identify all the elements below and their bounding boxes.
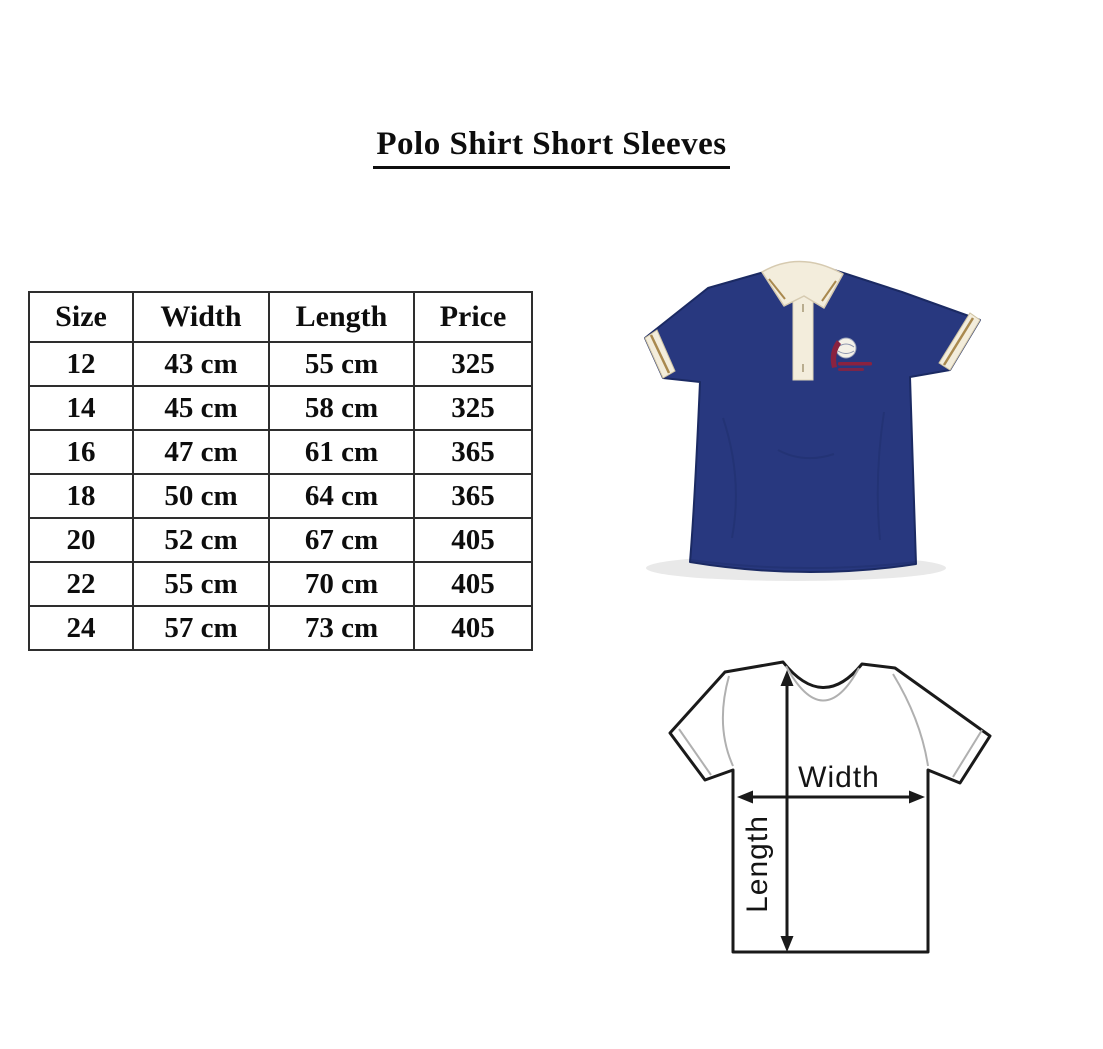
logo-globe	[835, 337, 857, 359]
size-cell: 405	[413, 605, 533, 651]
size-cell: 16	[28, 429, 134, 475]
left-cuff-seam	[678, 728, 712, 776]
size-cell: 405	[413, 561, 533, 607]
size-cell: 22	[28, 561, 134, 607]
right-armhole-seam	[892, 673, 929, 767]
size-row: 24 57 cm 73 cm 405	[28, 605, 533, 651]
size-row: 16 47 cm 61 cm 365	[28, 429, 533, 475]
size-cell: 12	[28, 341, 134, 387]
size-cell: 24	[28, 605, 134, 651]
polo-shirt-photo	[644, 260, 981, 581]
width-label: Width	[798, 761, 880, 794]
size-row: 22 55 cm 70 cm 405	[28, 561, 533, 607]
size-row: 12 43 cm 55 cm 325	[28, 341, 533, 387]
page-title: Polo Shirt Short Sleeves	[373, 126, 730, 169]
size-cell: 47 cm	[132, 429, 270, 475]
size-cell: 55 cm	[132, 561, 270, 607]
polo-shirt-graphic	[644, 260, 981, 574]
size-cell: 325	[413, 385, 533, 431]
size-cell: 57 cm	[132, 605, 270, 651]
logo-figure	[830, 340, 841, 368]
size-cell: 365	[413, 429, 533, 475]
size-row: 14 45 cm 58 cm 325	[28, 385, 533, 431]
left-cuff-stripe	[649, 334, 671, 374]
collar-trim-left	[768, 278, 786, 300]
column-header-size: Size	[28, 291, 134, 343]
right-cuff-stripe	[942, 317, 975, 366]
left-armhole-seam	[721, 675, 734, 767]
size-cell: 61 cm	[268, 429, 415, 475]
column-header-price: Price	[413, 291, 533, 343]
size-row: 18 50 cm 64 cm 365	[28, 473, 533, 519]
tshirt-outline	[668, 660, 992, 954]
size-cell: 20	[28, 517, 134, 563]
size-cell: 365	[413, 473, 533, 519]
column-header-length: Length	[268, 291, 415, 343]
length-label: Length	[741, 815, 774, 913]
right-cuff-seam	[952, 729, 983, 778]
size-cell: 45 cm	[132, 385, 270, 431]
length-arrow	[780, 670, 794, 952]
shirt-body	[644, 263, 981, 574]
width-arrow	[737, 790, 925, 804]
size-cell: 67 cm	[268, 517, 415, 563]
size-chart-body: 12 43 cm 55 cm 325 14 45 cm 58 cm 325 16 47 cm 61 …	[28, 341, 533, 651]
size-cell: 14	[28, 385, 134, 431]
logo-text-line-2	[838, 368, 864, 371]
size-cell: 18	[28, 473, 134, 519]
tshirt-seams	[678, 665, 983, 778]
fabric-wrinkles	[689, 411, 917, 570]
size-cell: 58 cm	[268, 385, 415, 431]
size-cell: 55 cm	[268, 341, 415, 387]
title-row: Polo Shirt Short Sleeves	[0, 126, 1103, 169]
column-header-width: Width	[132, 291, 270, 343]
header-row: Size Width Length Price	[28, 291, 533, 343]
size-cell: 43 cm	[132, 341, 270, 387]
size-cell: 70 cm	[268, 561, 415, 607]
logo-text-line-1	[838, 362, 872, 366]
size-chart-table: Size Width Length Price 12 43 cm 55 cm 325 14 45…	[28, 291, 533, 651]
brand-logo	[830, 337, 872, 371]
size-cell: 50 cm	[132, 473, 270, 519]
size-row: 20 52 cm 67 cm 405	[28, 517, 533, 563]
size-cell: 52 cm	[132, 517, 270, 563]
size-cell: 73 cm	[268, 605, 415, 651]
measurement-diagram: Width Length	[668, 660, 992, 954]
size-cell: 325	[413, 341, 533, 387]
collar-trim-right	[821, 280, 837, 302]
collar-inner-seam	[785, 665, 860, 702]
size-cell: 405	[413, 517, 533, 563]
size-cell: 64 cm	[268, 473, 415, 519]
